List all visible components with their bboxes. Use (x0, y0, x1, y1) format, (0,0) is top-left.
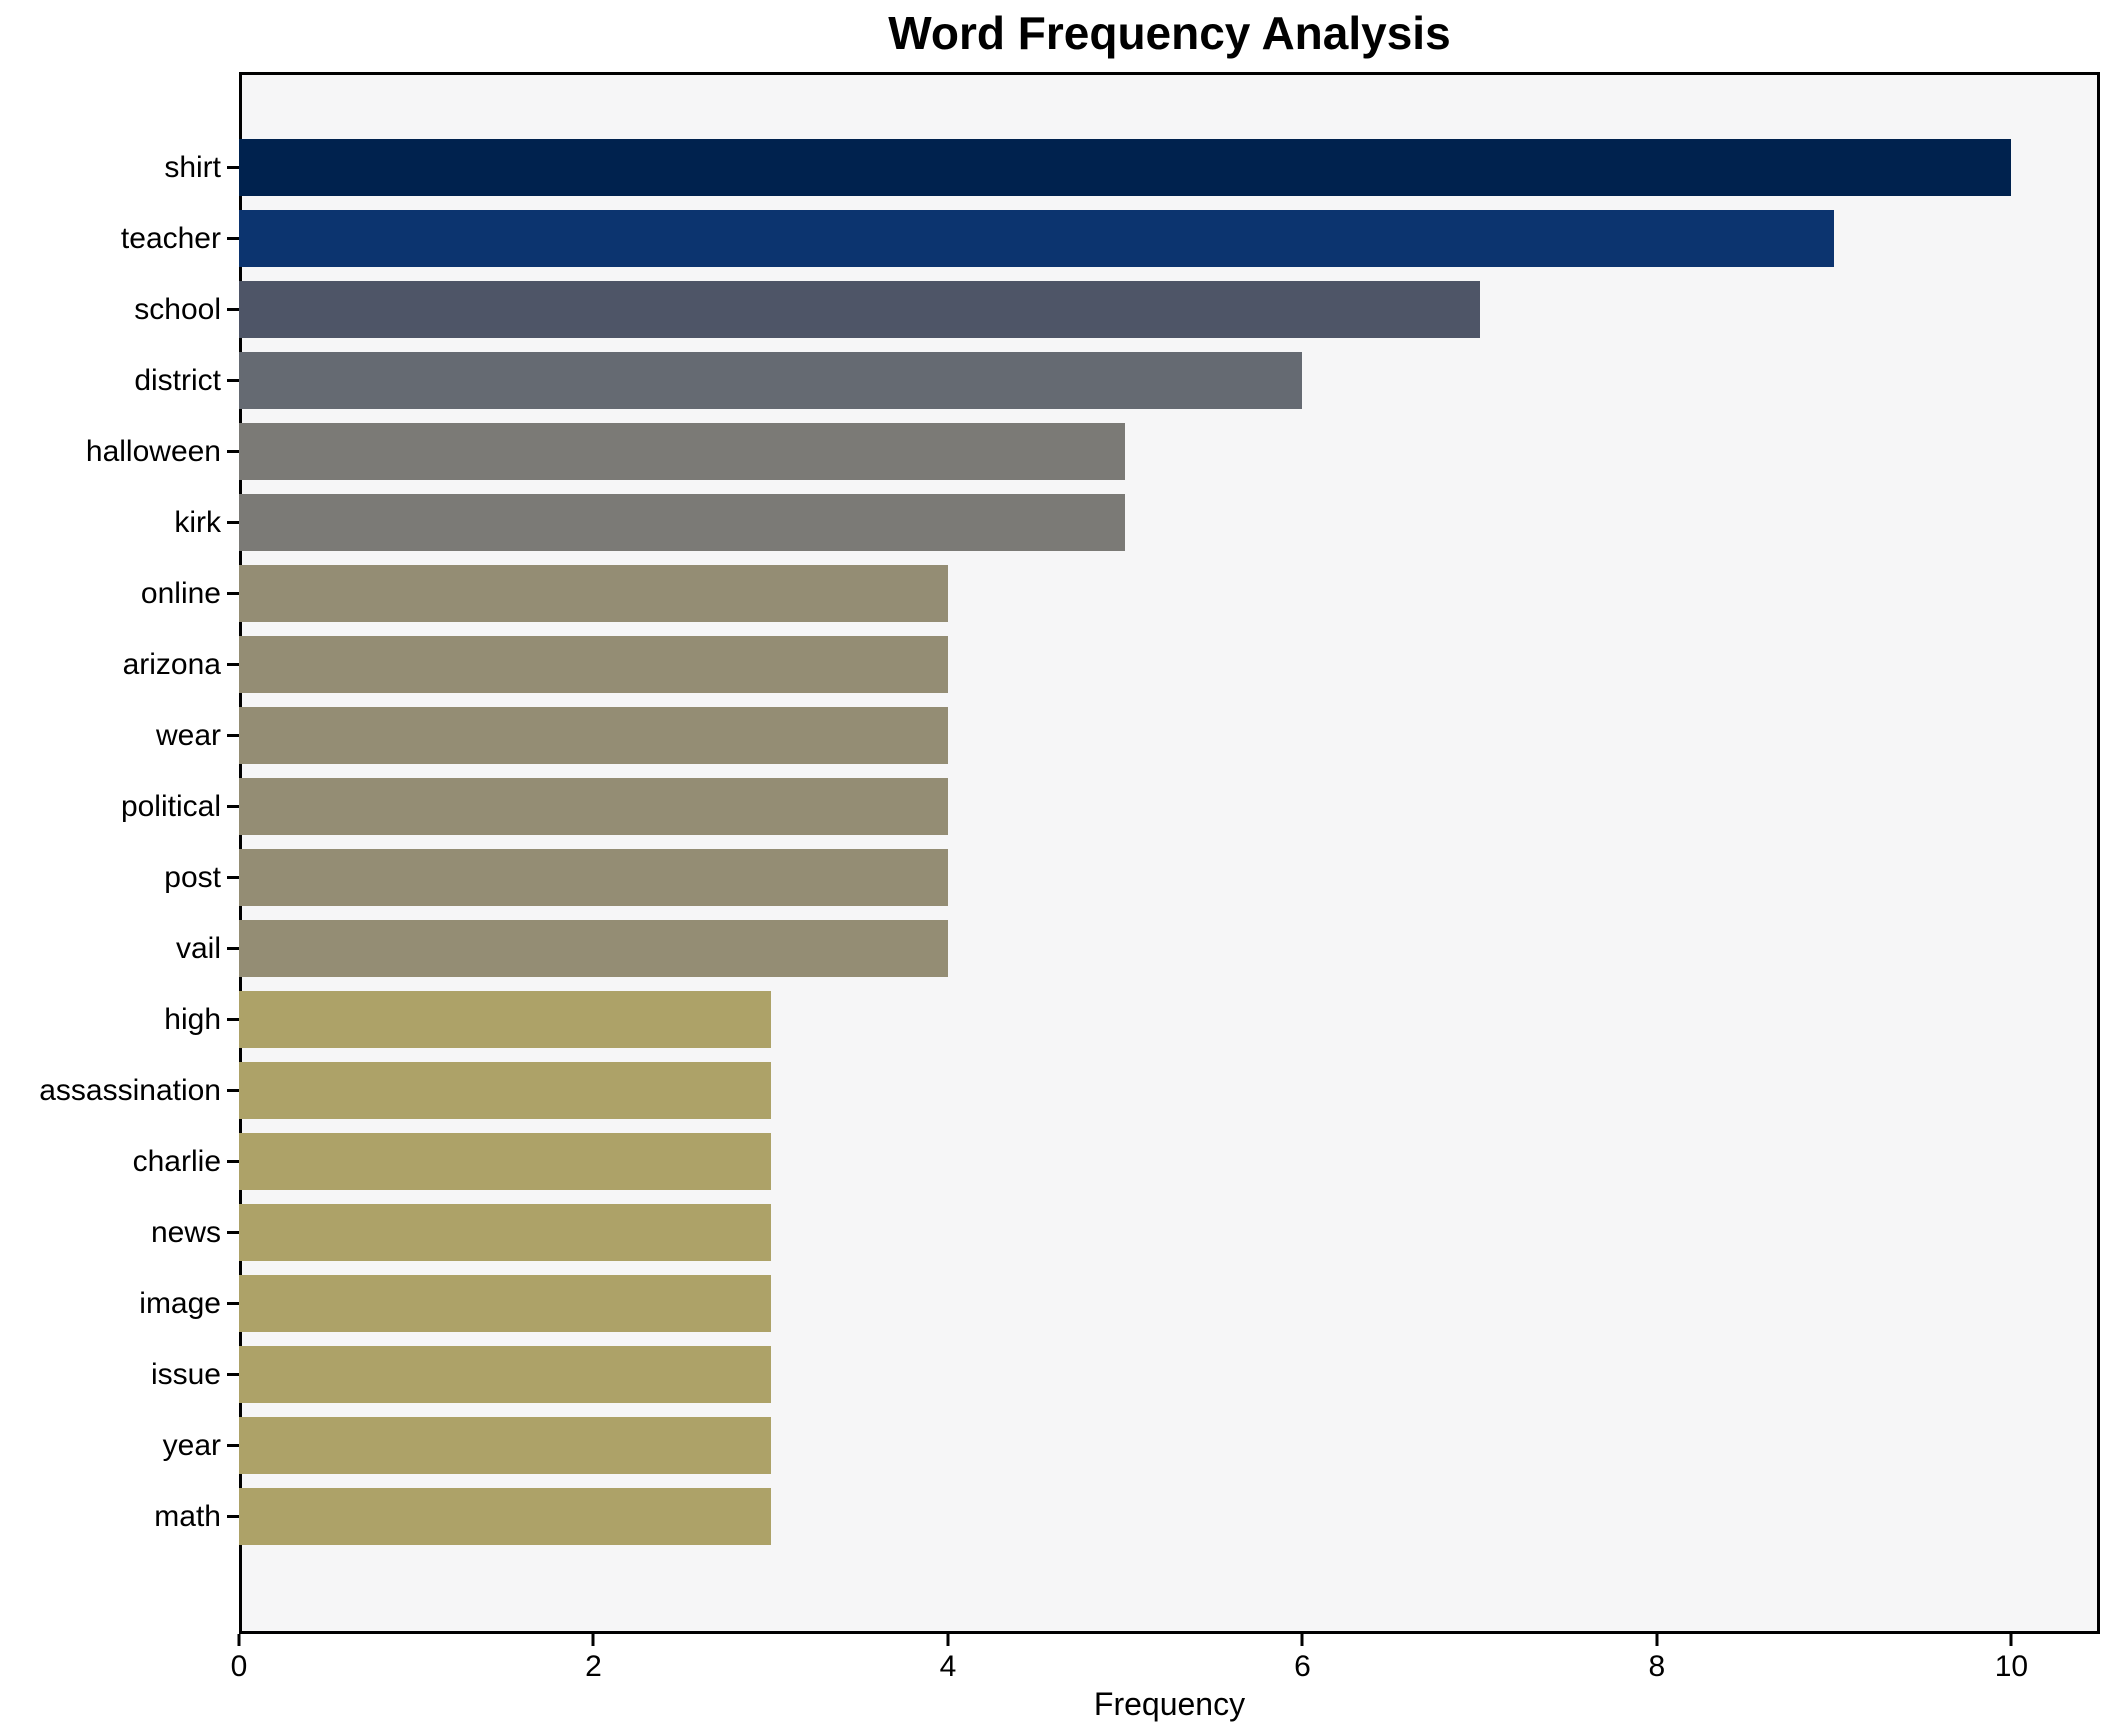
y-tick-mark-teacher (227, 237, 239, 240)
x-tick-label-8: 8 (1648, 1650, 1666, 1683)
bar-year (239, 1417, 771, 1474)
x-tick-mark-8 (1655, 1634, 1659, 1646)
bar-issue (239, 1346, 771, 1403)
bar-online (239, 565, 948, 622)
bar-district (239, 352, 1303, 409)
x-tick-mark-2 (591, 1634, 595, 1646)
bar-row-charlie (239, 1126, 2100, 1197)
y-tick-mark-halloween (227, 450, 239, 453)
bar-row-kirk (239, 487, 2100, 558)
bar-assassination (239, 1062, 771, 1119)
bar-image (239, 1275, 771, 1332)
y-tick-label-school: school (134, 292, 221, 326)
y-tick-mark-year (227, 1444, 239, 1447)
y-tick-mark-math (227, 1515, 239, 1518)
bar-row-post (239, 842, 2100, 913)
y-tick-label-wear: wear (155, 718, 221, 752)
bar-row-high (239, 984, 2100, 1055)
y-tick-mark-assassination (227, 1089, 239, 1092)
y-tick-mark-district (227, 379, 239, 382)
bar-row-halloween (239, 416, 2100, 487)
bar-row-issue (239, 1339, 2100, 1410)
y-tick-label-teacher: teacher (120, 221, 221, 255)
bar-row-online (239, 558, 2100, 629)
bar-shirt (239, 139, 2012, 196)
y-tick-label-vail: vail (175, 931, 221, 965)
y-tick-mark-school (227, 308, 239, 311)
bar-arizona (239, 636, 948, 693)
bar-news (239, 1204, 771, 1261)
bar-row-year (239, 1410, 2100, 1481)
x-tick-mark-4 (946, 1634, 950, 1646)
y-tick-mark-shirt (227, 166, 239, 169)
y-tick-label-math: math (154, 1499, 221, 1533)
bar-high (239, 991, 771, 1048)
y-tick-label-assassination: assassination (39, 1073, 221, 1107)
x-tick-label-0: 0 (230, 1650, 248, 1683)
bar-row-image (239, 1268, 2100, 1339)
bar-school (239, 281, 1480, 338)
bar-row-shirt (239, 132, 2100, 203)
y-tick-mark-image (227, 1302, 239, 1305)
bar-row-district (239, 345, 2100, 416)
bar-political (239, 778, 948, 835)
y-tick-mark-charlie (227, 1160, 239, 1163)
bar-row-political (239, 771, 2100, 842)
y-axis-labels: shirt teacher school district halloween kirk o… (0, 72, 221, 1634)
y-tick-label-high: high (164, 1002, 221, 1036)
y-tick-mark-vail (227, 947, 239, 950)
y-tick-mark-issue (227, 1373, 239, 1376)
y-tick-mark-kirk (227, 521, 239, 524)
y-tick-mark-arizona (227, 663, 239, 666)
x-axis-title: Frequency (1093, 1686, 1246, 1722)
y-tick-label-news: news (150, 1215, 221, 1249)
x-tick-label-10: 10 (1994, 1650, 2029, 1683)
y-tick-mark-political (227, 805, 239, 808)
y-tick-mark-news (227, 1231, 239, 1234)
y-tick-label-arizona: arizona (122, 647, 221, 681)
bar-row-vail (239, 913, 2100, 984)
y-tick-label-district: district (134, 363, 221, 397)
bar-row-wear (239, 700, 2100, 771)
y-tick-label-kirk: kirk (174, 505, 221, 539)
y-tick-label-issue: issue (150, 1357, 221, 1391)
bar-row-math (239, 1481, 2100, 1552)
bar-teacher (239, 210, 1835, 267)
bar-row-school (239, 274, 2100, 345)
y-tick-mark-wear (227, 734, 239, 737)
bar-row-assassination (239, 1055, 2100, 1126)
bar-wear (239, 707, 948, 764)
x-tick-mark-6 (1300, 1634, 1304, 1646)
bar-charlie (239, 1133, 771, 1190)
y-tick-label-political: political (120, 789, 221, 823)
y-tick-mark-high (227, 1018, 239, 1021)
bar-post (239, 849, 948, 906)
chart-title: Word Frequency Analysis (888, 7, 1451, 59)
x-tick-label-4: 4 (939, 1650, 957, 1683)
bar-halloween (239, 423, 1126, 480)
bar-row-news (239, 1197, 2100, 1268)
bar-math (239, 1488, 771, 1545)
bar-vail (239, 920, 948, 977)
y-tick-label-image: image (139, 1286, 221, 1320)
x-tick-mark-0 (237, 1634, 241, 1646)
y-tick-label-halloween: halloween (85, 434, 221, 468)
y-tick-label-online: online (140, 576, 221, 610)
bar-row-teacher (239, 203, 2100, 274)
bar-kirk (239, 494, 1126, 551)
bars-container (239, 72, 2100, 1634)
y-tick-label-post: post (164, 860, 221, 894)
x-tick-mark-10 (2009, 1634, 2013, 1646)
y-tick-label-year: year (162, 1428, 221, 1462)
y-tick-label-shirt: shirt (164, 150, 221, 184)
x-tick-label-2: 2 (585, 1650, 602, 1683)
x-tick-label-6: 6 (1294, 1650, 1311, 1683)
y-tick-mark-post (227, 876, 239, 879)
y-tick-label-charlie: charlie (132, 1144, 221, 1178)
y-tick-mark-online (227, 592, 239, 595)
bar-row-arizona (239, 629, 2100, 700)
